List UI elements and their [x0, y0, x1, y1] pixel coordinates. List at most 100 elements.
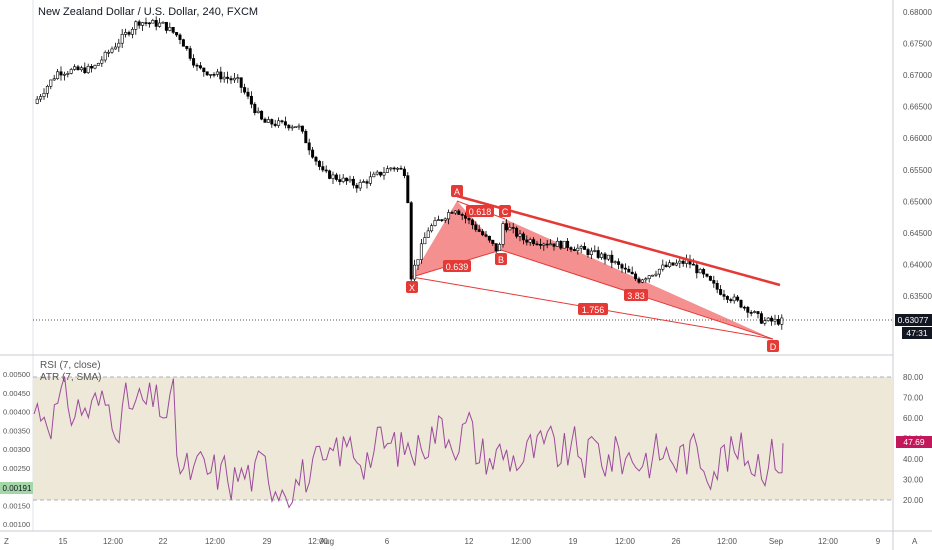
candle-body [222, 76, 226, 80]
candle-body [780, 317, 784, 325]
candle-body [521, 233, 525, 241]
candle-body [494, 243, 498, 252]
candle-body [297, 125, 301, 128]
candle-body [566, 240, 570, 248]
svg-text:0.639: 0.639 [446, 262, 469, 272]
candle-body [504, 223, 508, 231]
candle-body [746, 306, 750, 313]
candle-body [311, 149, 315, 158]
candle-body [423, 237, 427, 245]
candle-body [453, 210, 457, 214]
candle-body [644, 278, 648, 281]
candle-body [103, 52, 107, 61]
candle-body [379, 171, 383, 176]
price-tick-label: 0.67000 [903, 71, 932, 80]
candle-body [511, 227, 515, 229]
candle-body [294, 126, 298, 128]
point-d-label: D [767, 340, 779, 352]
atr-tick-label: 0.00100 [3, 520, 30, 529]
atr-tick-label: 0.00500 [3, 370, 30, 379]
candle-body [168, 27, 172, 31]
candle-body [266, 119, 270, 123]
candle-body [484, 234, 488, 237]
svg-text:0.63077: 0.63077 [898, 315, 929, 325]
axis-corner-right: A [912, 537, 918, 546]
candle-body [654, 273, 658, 276]
rsi-tick-label: 20.00 [903, 496, 924, 505]
price-tick-label: 0.66000 [903, 134, 932, 143]
candle-body [433, 220, 437, 226]
candle-body [481, 231, 485, 236]
candle-body [600, 253, 604, 258]
candle-body [508, 227, 512, 231]
candle-body [545, 243, 549, 246]
candle-body [535, 243, 539, 246]
rsi-tick-label: 70.00 [903, 394, 924, 403]
candle-body [603, 253, 607, 260]
candle-body [382, 172, 386, 176]
candle-body [569, 247, 573, 250]
candle-body [487, 235, 491, 241]
candles [35, 16, 784, 330]
candle-body [331, 174, 335, 179]
candle-body [436, 219, 440, 221]
candle-body [93, 65, 97, 69]
candle-body [579, 246, 583, 249]
candle-body [759, 313, 763, 324]
candle-body [691, 263, 695, 266]
time-tick-label: 15 [59, 537, 68, 546]
candle-body [549, 243, 553, 246]
price-tick-label: 0.65000 [903, 197, 932, 206]
atr-tick-label: 0.00250 [3, 464, 30, 473]
candle-body [137, 21, 141, 26]
candle-body [637, 278, 641, 283]
candle-body [389, 167, 393, 170]
time-tick-label: 12:00 [308, 537, 329, 546]
candle-body [358, 182, 362, 189]
time-tick-label: 9 [876, 537, 881, 546]
candle-body [528, 239, 532, 243]
axis-corner-left: Z [4, 537, 9, 546]
candle-body [280, 120, 284, 123]
svg-text:0.618: 0.618 [469, 207, 492, 217]
candle-body [698, 269, 702, 274]
candle-body [246, 91, 250, 97]
candle-body [372, 173, 376, 178]
candle-body [749, 312, 753, 314]
rsi-tick-label: 30.00 [903, 476, 924, 485]
countdown-badge: 47:31 [902, 327, 932, 339]
candle-body [647, 275, 651, 279]
time-tick-label: 29 [263, 537, 272, 546]
candle-body [73, 66, 77, 70]
candle-body [90, 66, 94, 69]
candle-body [583, 246, 587, 250]
point-b-label: B [495, 253, 507, 265]
candle-body [722, 294, 726, 297]
candle-body [562, 240, 566, 249]
candle-body [729, 299, 733, 302]
candle-body [450, 212, 454, 214]
candle-body [657, 268, 661, 275]
rsi-line [33, 376, 784, 509]
candle-body [226, 76, 230, 79]
candle-body [355, 184, 359, 189]
price-tick-label: 0.64500 [903, 229, 932, 238]
ratio-xb-label: 0.639 [443, 260, 471, 272]
candle-body [83, 67, 87, 74]
chart-title: New Zealand Dollar / U.S. Dollar, 240, F… [38, 6, 259, 18]
candle-body [348, 178, 352, 182]
time-tick-label: 12:00 [205, 537, 226, 546]
candle-body [477, 229, 481, 232]
candle-body [464, 215, 468, 219]
candle-body [443, 218, 447, 221]
candle-body [287, 124, 291, 129]
candle-body [457, 210, 461, 215]
rsi-tick-label: 60.00 [903, 414, 924, 423]
point-x-label: X [406, 281, 418, 293]
candle-body [409, 202, 413, 280]
price-tick-label: 0.67500 [903, 40, 932, 49]
candle-body [321, 166, 325, 171]
price-axis[interactable]: 0.68000 0.67500 0.67000 0.66500 0.66000 0.655… [903, 8, 932, 301]
